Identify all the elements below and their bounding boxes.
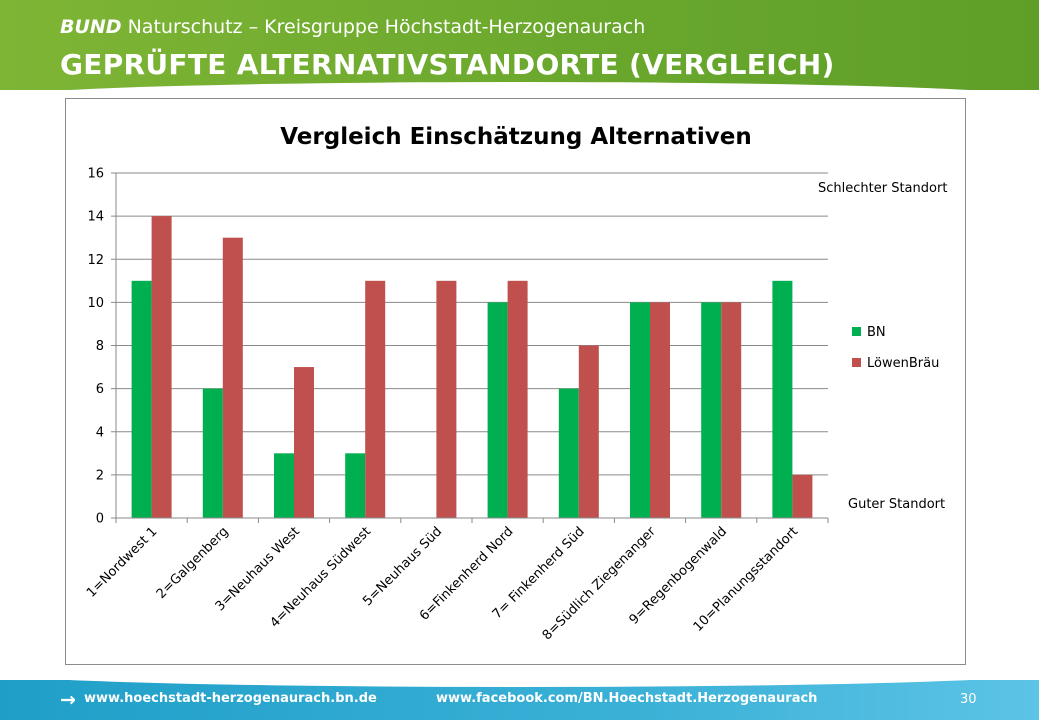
bar-bn [202,388,223,518]
website-link[interactable]: www.hoechstadt-herzogenaurach.bn.de [84,691,377,706]
bar-bn [630,302,650,518]
bar-loewenbraeu [721,302,742,518]
axes [111,172,829,523]
bar-bn [131,280,152,518]
y-tick-label: 14 [87,210,104,225]
bar-loewenbraeu [151,216,172,518]
x-tick-label: 2=Galgenberg [154,524,232,602]
y-tick-label: 10 [87,296,104,311]
bar-loewenbraeu [578,345,599,518]
y-tick-label: 16 [87,167,104,182]
legend-swatch [852,327,861,336]
bar-bn [345,453,366,518]
brand-name: BUND [60,16,122,38]
bar-loewenbraeu [222,237,243,518]
legend: BN LöwenBräu [852,325,939,371]
arrow-right-icon: → [60,689,76,711]
y-tick-label: 8 [96,339,104,354]
bar-bn [558,388,579,518]
chart-container: Vergleich Einschätzung Alternativen 0 2 4 6… [65,98,966,665]
annotation-good-location: Guter Standort [848,497,945,512]
y-tick-label: 12 [87,253,104,268]
bar-loewenbraeu [436,280,457,518]
legend-label: LöwenBräu [867,356,939,371]
organization-name: Naturschutz – Kreisgruppe Höchstadt-Herz… [127,16,646,38]
bar-bn [701,302,722,518]
y-tick-label: 4 [96,425,104,440]
bar-bn [487,302,508,518]
bar-loewenbraeu [294,367,314,518]
slide-footer: → www.hoechstadt-herzogenaurach.bn.de ww… [0,673,1039,720]
y-tick-label: 0 [96,512,104,527]
bar-chart: Vergleich Einschätzung Alternativen 0 2 4 6… [84,124,947,644]
annotation-bad-location: Schlechter Standort [818,181,947,196]
chart-title: Vergleich Einschätzung Alternativen [280,124,751,150]
page-number: 30 [960,692,977,707]
legend-swatch [852,358,861,367]
facebook-link[interactable]: www.facebook.com/BN.Hoechstadt.Herzogena… [436,691,818,706]
bar-loewenbraeu [650,302,670,518]
bar-bn [274,453,294,518]
bar-bn [772,280,793,518]
organization-line: BUND Naturschutz – Kreisgruppe Höchstadt-… [60,16,645,38]
bar-loewenbraeu [507,280,528,518]
y-tick-label: 2 [96,468,104,483]
legend-label: BN [867,325,886,340]
slide-header: BUND Naturschutz – Kreisgruppe Höchstadt-… [0,0,1039,90]
x-tick-label: 1=Nordwest 1 [84,524,160,600]
bars [131,216,813,518]
y-tick-label: 6 [96,382,104,397]
bar-loewenbraeu [792,474,813,518]
slide-title: GEPRÜFTE ALTERNATIVSTANDORTE (VERGLEICH) [60,48,835,81]
bar-loewenbraeu [365,280,386,518]
x-tick-label: 8=Südlich Ziegenanger [540,524,660,644]
